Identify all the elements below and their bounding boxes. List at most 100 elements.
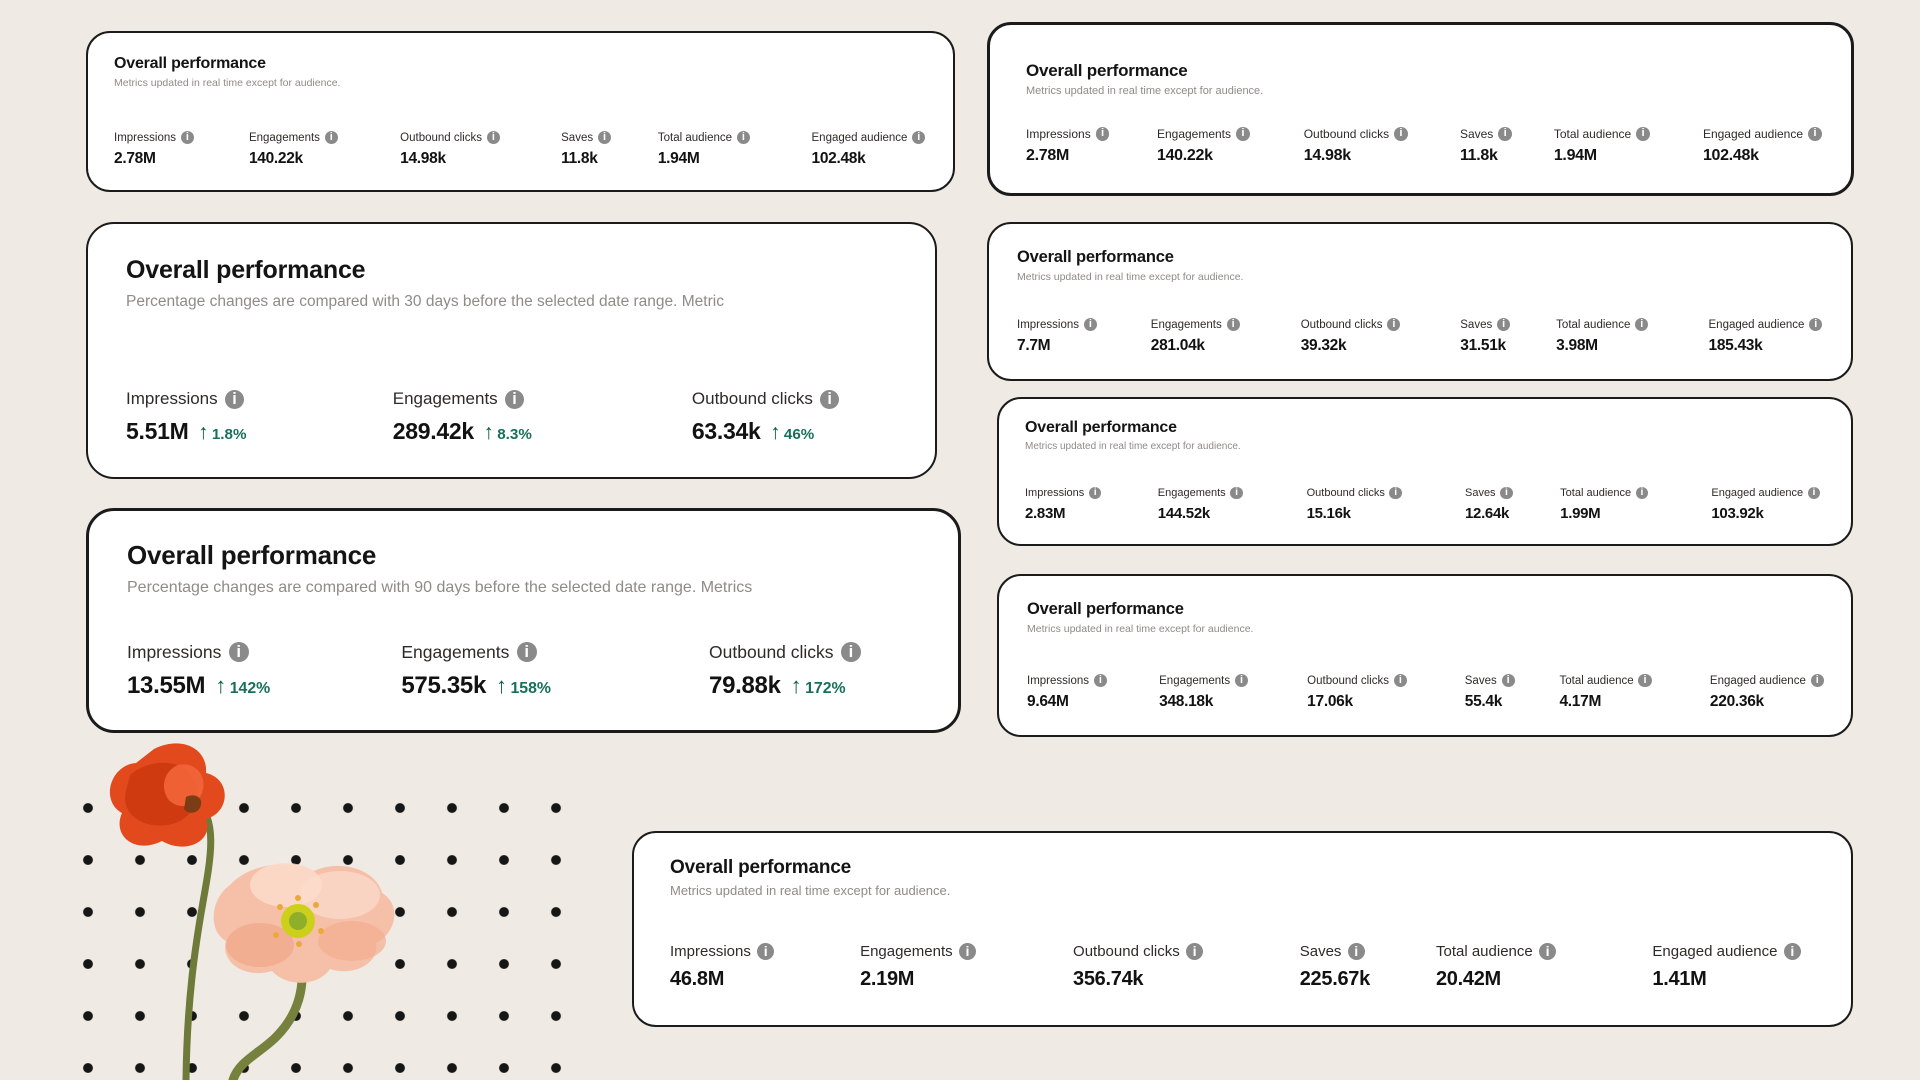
metric-value: 289.42k: [392, 418, 474, 444]
metric-engagements: Engagements i 2.19M: [860, 943, 1073, 991]
info-icon[interactable]: i: [1347, 943, 1365, 961]
metric-label: Impressions: [126, 389, 218, 409]
metric-value: 17.06k: [1307, 693, 1353, 710]
info-icon[interactable]: i: [597, 131, 612, 145]
info-icon[interactable]: i: [1230, 486, 1243, 500]
metric-engagements: Engagements i 281.04k: [1151, 318, 1301, 355]
info-icon[interactable]: i: [486, 131, 500, 145]
metric-saves: Saves i 11.8k: [561, 131, 658, 168]
info-icon[interactable]: i: [1186, 943, 1204, 961]
metric-label: Impressions: [114, 131, 176, 144]
metric-label: Saves: [1464, 487, 1496, 500]
card-subtitle: Metrics updated in real time except for …: [1027, 622, 1254, 635]
metric-engagements: Engagements i 289.42k ↑ 8.3%: [393, 389, 692, 445]
card-title: Overall performance: [126, 256, 366, 284]
info-icon[interactable]: i: [1635, 486, 1649, 500]
info-icon[interactable]: i: [1539, 943, 1557, 961]
overall-performance-card-30-day: Overall performance Percentage changes a…: [86, 222, 937, 479]
metric-value: 31.51k: [1460, 337, 1506, 354]
metric-label: Impressions: [670, 943, 751, 961]
info-icon[interactable]: i: [958, 943, 977, 961]
metric-saves: Saves i 55.4k: [1465, 674, 1560, 711]
metric-label: Engaged audience: [1652, 943, 1778, 961]
info-icon[interactable]: i: [1635, 318, 1649, 332]
metric-engaged-audience: Engaged audience i 103.92k: [1711, 486, 1825, 522]
poppy-flowers-illustration: [109, 743, 395, 1080]
info-icon[interactable]: i: [504, 389, 525, 409]
info-icon[interactable]: i: [1394, 127, 1408, 141]
metric-impressions: Impressions i 7.7M: [1017, 318, 1151, 355]
metric-label: Impressions: [1025, 487, 1085, 500]
info-icon[interactable]: i: [840, 642, 861, 663]
info-icon[interactable]: i: [1095, 127, 1110, 141]
info-icon[interactable]: i: [1088, 486, 1102, 500]
info-icon[interactable]: i: [1226, 318, 1240, 332]
info-icon[interactable]: i: [1387, 318, 1401, 332]
metric-label: Impressions: [127, 641, 222, 662]
metric-value: 39.32k: [1300, 337, 1347, 354]
metrics-row: Impressions i 2.78M Engagements i 140.22k Outb…: [1026, 127, 1822, 165]
metric-label: Total audience: [1560, 487, 1632, 500]
overall-performance-card-top-right: Overall performance Metrics updated in r…: [987, 22, 1854, 196]
info-icon[interactable]: i: [1236, 127, 1250, 141]
info-icon[interactable]: i: [1497, 318, 1511, 332]
metric-value: 144.52k: [1157, 505, 1210, 522]
metric-label: Saves: [1299, 943, 1342, 961]
metric-label: Total audience: [1435, 943, 1533, 961]
info-icon[interactable]: i: [1389, 486, 1402, 500]
info-icon[interactable]: i: [1808, 127, 1822, 141]
metric-change: 172%: [805, 680, 846, 697]
metric-label: Total audience: [1553, 126, 1632, 141]
info-icon[interactable]: i: [819, 389, 840, 409]
metric-outbound-clicks: Outbound clicks i 14.98k: [1304, 127, 1460, 165]
metric-total-audience: Total audience i 1.94M: [1554, 127, 1703, 165]
metric-value: 348.18k: [1159, 693, 1214, 710]
metric-value: 9.64M: [1027, 693, 1069, 710]
info-icon[interactable]: i: [1393, 674, 1407, 688]
metric-value: 46.8M: [670, 968, 725, 990]
info-icon[interactable]: i: [1501, 674, 1515, 688]
metric-engaged-audience: Engaged audience i 1.41M: [1652, 943, 1815, 991]
metric-value: 103.92k: [1711, 505, 1764, 522]
overall-performance-card-90-day: Overall performance Percentage changes a…: [86, 508, 961, 733]
info-icon[interactable]: i: [1083, 318, 1097, 332]
info-icon[interactable]: i: [736, 131, 750, 145]
metric-total-audience: Total audience i 3.98M: [1556, 318, 1708, 355]
info-icon[interactable]: i: [1809, 318, 1823, 332]
metric-label: Outbound clicks: [1300, 318, 1383, 331]
arrow-up-icon: ↑: [483, 421, 494, 444]
metric-label: Outbound clicks: [709, 641, 834, 662]
metrics-row: Impressions i 9.64M Engagements i 348.18k Outb…: [1027, 674, 1824, 711]
info-icon[interactable]: i: [228, 642, 249, 663]
info-icon[interactable]: i: [1783, 943, 1801, 961]
info-icon[interactable]: i: [1498, 127, 1512, 141]
info-icon[interactable]: i: [912, 131, 926, 145]
info-icon[interactable]: i: [1810, 674, 1824, 688]
info-icon[interactable]: i: [1638, 674, 1652, 688]
info-icon[interactable]: i: [1093, 674, 1107, 688]
info-icon[interactable]: i: [1636, 127, 1650, 141]
metric-outbound-clicks: Outbound clicks i 79.88k ↑ 172%: [709, 642, 920, 700]
metric-label: Outbound clicks: [400, 131, 482, 144]
metric-saves: Saves i 225.67k: [1300, 943, 1436, 991]
info-icon[interactable]: i: [180, 131, 194, 145]
metric-change: 8.3%: [497, 426, 532, 443]
card-title: Overall performance: [1027, 600, 1184, 618]
info-icon[interactable]: i: [1234, 674, 1249, 688]
metric-total-audience: Total audience i 20.42M: [1436, 943, 1652, 991]
metric-change: 158%: [510, 680, 551, 697]
metric-value: 11.8k: [561, 150, 598, 167]
info-icon[interactable]: i: [324, 131, 338, 145]
metric-engagements: Engagements i 140.22k: [1157, 127, 1304, 165]
info-icon[interactable]: i: [516, 642, 537, 663]
info-icon[interactable]: i: [224, 389, 245, 409]
metric-value: 225.67k: [1299, 968, 1371, 990]
info-icon[interactable]: i: [1500, 486, 1513, 500]
info-icon[interactable]: i: [1807, 486, 1821, 500]
overall-performance-card-right-2: Overall performance Metrics updated in r…: [987, 222, 1853, 381]
info-icon[interactable]: i: [757, 943, 775, 961]
metric-total-audience: Total audience i 1.99M: [1560, 486, 1711, 522]
metric-outbound-clicks: Outbound clicks i 14.98k: [400, 131, 561, 168]
card-title: Overall performance: [670, 857, 852, 878]
